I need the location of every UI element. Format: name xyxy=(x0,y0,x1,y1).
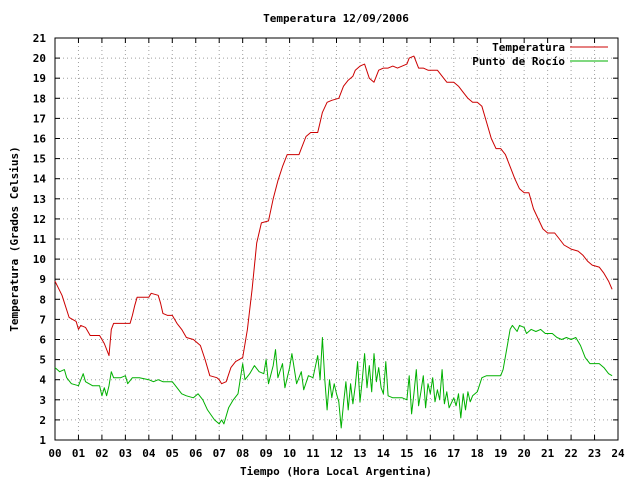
legend-label-punto-de-rocio: Punto de Rocío xyxy=(472,55,565,68)
x-tick-label: 01 xyxy=(72,447,86,460)
x-tick-label: 09 xyxy=(260,447,273,460)
chart-title: Temperatura 12/09/2006 xyxy=(263,12,409,25)
x-tick-label: 07 xyxy=(213,447,226,460)
y-tick-label: 21 xyxy=(33,32,47,45)
x-tick-label: 13 xyxy=(353,447,366,460)
axis-ticks: 00 01 02 03 04 05 06 07 08 09 10 11 12 13 14 15 16 17 18 19… xyxy=(33,32,625,460)
x-tick-label: 17 xyxy=(447,447,460,460)
y-tick-label: 18 xyxy=(33,92,46,105)
x-tick-label: 11 xyxy=(306,447,320,460)
legend: Temperatura Punto de Rocío xyxy=(472,41,608,68)
x-tick-label: 16 xyxy=(424,447,438,460)
y-tick-label: 3 xyxy=(39,394,46,407)
series-line-temperatura xyxy=(54,55,613,385)
y-tick-label: 19 xyxy=(33,72,46,85)
y-tick-label: 1 xyxy=(39,434,46,447)
x-tick-label: 20 xyxy=(518,447,531,460)
x-tick-label: 05 xyxy=(166,447,179,460)
x-tick-label: 02 xyxy=(95,447,108,460)
series-lines xyxy=(54,55,613,429)
y-axis-label: Temperatura (Grados Celsius) xyxy=(8,146,21,331)
y-tick-label: 12 xyxy=(33,213,46,226)
y-tick-label: 10 xyxy=(33,253,46,266)
y-tick-label: 20 xyxy=(33,52,46,65)
y-tick-label: 14 xyxy=(33,173,47,186)
x-tick-label: 15 xyxy=(400,447,413,460)
y-tick-label: 15 xyxy=(33,153,46,166)
y-tick-label: 9 xyxy=(39,273,46,286)
x-axis-label: Tiempo (Hora Local Argentina) xyxy=(240,465,432,478)
legend-label-temperatura: Temperatura xyxy=(492,41,565,54)
x-tick-label: 12 xyxy=(330,447,343,460)
x-tick-label: 06 xyxy=(189,447,203,460)
y-tick-label: 5 xyxy=(39,354,46,367)
y-tick-label: 6 xyxy=(39,334,46,347)
y-tick-label: 4 xyxy=(39,374,46,387)
y-tick-label: 17 xyxy=(33,112,46,125)
series-line-punto-de-rocio xyxy=(54,324,613,429)
x-tick-label: 19 xyxy=(494,447,507,460)
x-tick-label: 14 xyxy=(377,447,391,460)
x-tick-label: 10 xyxy=(283,447,296,460)
x-tick-label: 24 xyxy=(611,447,625,460)
x-tick-label: 08 xyxy=(236,447,249,460)
x-tick-label: 03 xyxy=(119,447,132,460)
x-tick-label: 00 xyxy=(48,447,61,460)
y-tick-label: 11 xyxy=(33,233,47,246)
x-tick-label: 21 xyxy=(541,447,555,460)
y-tick-label: 13 xyxy=(33,193,46,206)
grid xyxy=(55,38,618,440)
x-tick-label: 04 xyxy=(142,447,156,460)
y-tick-label: 8 xyxy=(39,293,46,306)
y-tick-label: 7 xyxy=(39,313,46,326)
y-tick-label: 16 xyxy=(33,133,47,146)
x-tick-label: 22 xyxy=(564,447,577,460)
x-tick-label: 23 xyxy=(588,447,601,460)
y-tick-label: 2 xyxy=(39,414,46,427)
x-tick-label: 18 xyxy=(471,447,484,460)
